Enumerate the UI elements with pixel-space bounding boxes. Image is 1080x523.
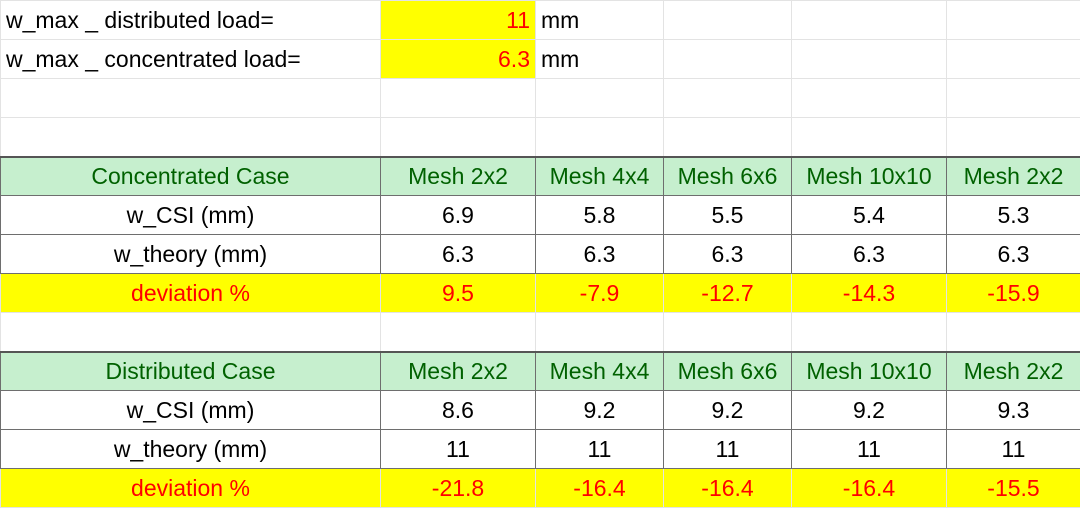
value-cell[interactable]: 9.2 <box>663 390 792 430</box>
value-cell[interactable]: 11 <box>791 429 947 469</box>
empty-cell[interactable] <box>535 78 664 118</box>
row-label[interactable]: w_CSI (mm) <box>0 390 381 430</box>
deviation-cell[interactable]: -15.9 <box>946 273 1080 313</box>
value-cell[interactable]: 11 <box>380 429 536 469</box>
value-cell[interactable]: 5.4 <box>791 195 947 235</box>
empty-cell[interactable] <box>663 312 792 353</box>
distributed-deviation-row: deviation % -21.8 -16.4 -16.4 -16.4 -15.… <box>0 468 1080 508</box>
distributed-theory-row: w_theory (mm) 11 11 11 11 11 <box>0 429 1080 469</box>
deviation-cell[interactable]: -16.4 <box>535 468 664 508</box>
empty-cell[interactable] <box>791 0 947 40</box>
row-label[interactable]: w_CSI (mm) <box>0 195 381 235</box>
deviation-cell[interactable]: -14.3 <box>791 273 947 313</box>
empty-cell[interactable] <box>380 78 536 118</box>
distributed-header-cell[interactable]: Mesh 6x6 <box>663 351 792 391</box>
sheet-row <box>0 312 1080 353</box>
value-cell[interactable]: 8.6 <box>380 390 536 430</box>
empty-cell[interactable] <box>0 78 381 118</box>
deviation-cell[interactable]: -15.5 <box>946 468 1080 508</box>
empty-cell[interactable] <box>663 117 792 158</box>
row-label[interactable]: w_theory (mm) <box>0 429 381 469</box>
distributed-csi-row: w_CSI (mm) 8.6 9.2 9.2 9.2 9.3 <box>0 390 1080 430</box>
deviation-cell[interactable]: -16.4 <box>663 468 792 508</box>
empty-cell[interactable] <box>791 117 947 158</box>
distributed-max-label[interactable]: w_max _ distributed load= <box>0 0 381 40</box>
distributed-header-row: Distributed Case Mesh 2x2 Mesh 4x4 Mesh … <box>0 351 1080 391</box>
value-cell[interactable]: 9.3 <box>946 390 1080 430</box>
empty-cell[interactable] <box>0 117 381 158</box>
empty-cell[interactable] <box>946 39 1080 79</box>
row-label[interactable]: w_theory (mm) <box>0 234 381 274</box>
value-cell[interactable]: 9.2 <box>535 390 664 430</box>
empty-cell[interactable] <box>535 117 664 158</box>
value-cell[interactable]: 5.5 <box>663 195 792 235</box>
concentrated-max-unit[interactable]: mm <box>535 39 664 79</box>
spreadsheet-grid: w_max _ distributed load= 11 mm w_max _ … <box>0 0 1080 508</box>
distributed-case-title[interactable]: Distributed Case <box>0 351 381 391</box>
value-cell[interactable]: 6.3 <box>535 234 664 274</box>
distributed-header-cell[interactable]: Mesh 4x4 <box>535 351 664 391</box>
concentrated-header-cell[interactable]: Mesh 10x10 <box>791 156 947 196</box>
concentrated-header-cell[interactable]: Mesh 2x2 <box>946 156 1080 196</box>
distributed-max-value[interactable]: 11 <box>380 0 536 40</box>
empty-cell[interactable] <box>946 312 1080 353</box>
empty-cell[interactable] <box>946 78 1080 118</box>
value-cell[interactable]: 11 <box>535 429 664 469</box>
concentrated-theory-row: w_theory (mm) 6.3 6.3 6.3 6.3 6.3 <box>0 234 1080 274</box>
value-cell[interactable]: 6.3 <box>791 234 947 274</box>
empty-cell[interactable] <box>380 117 536 158</box>
empty-cell[interactable] <box>946 0 1080 40</box>
value-cell[interactable]: 6.3 <box>663 234 792 274</box>
empty-cell[interactable] <box>791 39 947 79</box>
deviation-cell[interactable]: -7.9 <box>535 273 664 313</box>
empty-cell[interactable] <box>791 78 947 118</box>
concentrated-header-cell[interactable]: Mesh 2x2 <box>380 156 536 196</box>
distributed-header-cell[interactable]: Mesh 2x2 <box>946 351 1080 391</box>
empty-cell[interactable] <box>663 39 792 79</box>
empty-cell[interactable] <box>946 117 1080 158</box>
concentrated-case-title[interactable]: Concentrated Case <box>0 156 381 196</box>
value-cell[interactable]: 9.2 <box>791 390 947 430</box>
value-cell[interactable]: 6.3 <box>946 234 1080 274</box>
concentrated-max-value[interactable]: 6.3 <box>380 39 536 79</box>
deviation-cell[interactable]: -12.7 <box>663 273 792 313</box>
value-cell[interactable]: 11 <box>946 429 1080 469</box>
empty-cell[interactable] <box>791 312 947 353</box>
concentrated-deviation-row: deviation % 9.5 -7.9 -12.7 -14.3 -15.9 <box>0 273 1080 313</box>
empty-cell[interactable] <box>380 312 536 353</box>
concentrated-header-cell[interactable]: Mesh 6x6 <box>663 156 792 196</box>
value-cell[interactable]: 11 <box>663 429 792 469</box>
empty-cell[interactable] <box>663 0 792 40</box>
sheet-row <box>0 78 1080 118</box>
concentrated-header-cell[interactable]: Mesh 4x4 <box>535 156 664 196</box>
concentrated-header-row: Concentrated Case Mesh 2x2 Mesh 4x4 Mesh… <box>0 156 1080 196</box>
distributed-header-cell[interactable]: Mesh 10x10 <box>791 351 947 391</box>
deviation-label[interactable]: deviation % <box>0 468 381 508</box>
deviation-cell[interactable]: -21.8 <box>380 468 536 508</box>
sheet-row: w_max _ distributed load= 11 mm <box>0 0 1080 40</box>
empty-cell[interactable] <box>535 312 664 353</box>
empty-cell[interactable] <box>663 78 792 118</box>
concentrated-csi-row: w_CSI (mm) 6.9 5.8 5.5 5.4 5.3 <box>0 195 1080 235</box>
deviation-cell[interactable]: 9.5 <box>380 273 536 313</box>
value-cell[interactable]: 5.3 <box>946 195 1080 235</box>
sheet-row: w_max _ concentrated load= 6.3 mm <box>0 39 1080 79</box>
value-cell[interactable]: 5.8 <box>535 195 664 235</box>
distributed-max-unit[interactable]: mm <box>535 0 664 40</box>
value-cell[interactable]: 6.3 <box>380 234 536 274</box>
concentrated-max-label[interactable]: w_max _ concentrated load= <box>0 39 381 79</box>
deviation-cell[interactable]: -16.4 <box>791 468 947 508</box>
sheet-row <box>0 117 1080 158</box>
deviation-label[interactable]: deviation % <box>0 273 381 313</box>
distributed-header-cell[interactable]: Mesh 2x2 <box>380 351 536 391</box>
empty-cell[interactable] <box>0 312 381 353</box>
value-cell[interactable]: 6.9 <box>380 195 536 235</box>
